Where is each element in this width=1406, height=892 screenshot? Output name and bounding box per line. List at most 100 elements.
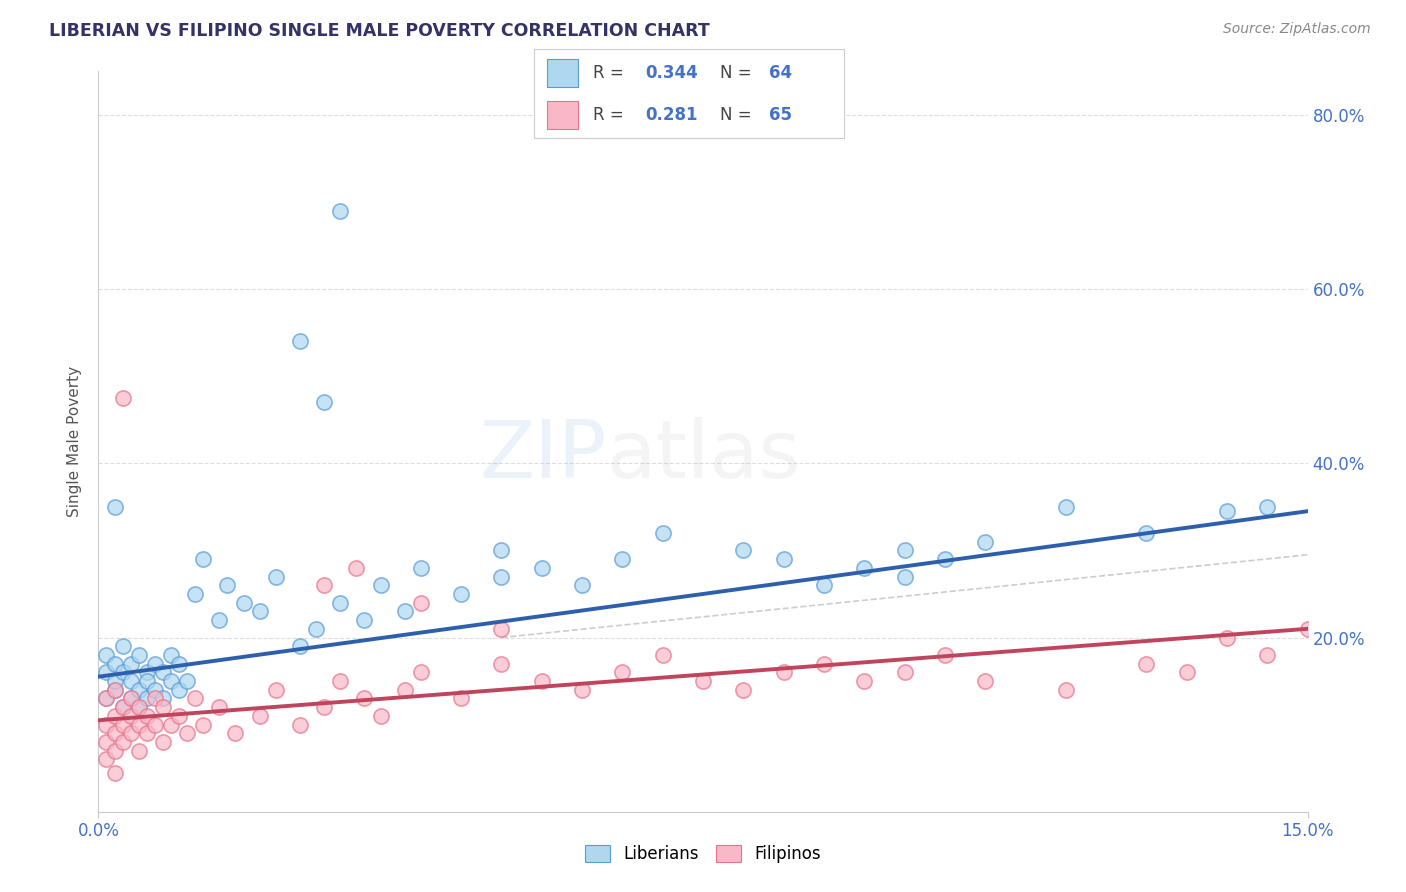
Point <box>612 552 634 566</box>
Text: 65: 65 <box>769 106 793 124</box>
Point <box>143 682 166 697</box>
Text: atlas: atlas <box>606 417 800 495</box>
Point <box>692 674 714 689</box>
Point <box>103 500 125 514</box>
Point <box>143 657 166 671</box>
Point <box>135 709 157 723</box>
Point <box>370 578 392 592</box>
Point <box>184 587 207 601</box>
Point <box>893 569 915 583</box>
Point <box>1135 657 1157 671</box>
Point <box>232 596 254 610</box>
Point <box>733 682 755 697</box>
Point <box>208 613 231 627</box>
Point <box>1054 500 1077 514</box>
Point <box>176 726 198 740</box>
Point <box>103 726 125 740</box>
Point <box>111 717 134 731</box>
Point <box>409 665 432 680</box>
Point <box>103 682 125 697</box>
Text: R =: R = <box>593 64 628 82</box>
Point <box>288 334 311 349</box>
Point <box>772 552 794 566</box>
Point <box>176 674 198 689</box>
Point <box>96 717 118 731</box>
Point <box>264 682 287 697</box>
Point <box>491 622 513 636</box>
Point <box>135 726 157 740</box>
Point <box>329 596 352 610</box>
Point <box>120 726 142 740</box>
Point <box>353 613 375 627</box>
Point <box>974 534 997 549</box>
Point <box>249 604 271 618</box>
Point <box>96 691 118 706</box>
Point <box>103 682 125 697</box>
Point <box>128 700 150 714</box>
Point <box>394 682 416 697</box>
Point <box>772 665 794 680</box>
FancyBboxPatch shape <box>547 101 578 129</box>
Point <box>491 657 513 671</box>
Point <box>96 735 118 749</box>
Point <box>167 682 190 697</box>
Point <box>143 717 166 731</box>
Point <box>120 691 142 706</box>
Point <box>530 561 553 575</box>
Point <box>651 648 673 662</box>
Point <box>1296 622 1319 636</box>
Point <box>853 674 876 689</box>
Point <box>143 691 166 706</box>
Point <box>1054 682 1077 697</box>
Point <box>96 648 118 662</box>
Point <box>224 726 246 740</box>
Point <box>217 578 239 592</box>
Point <box>120 709 142 723</box>
Point <box>103 709 125 723</box>
Point <box>111 700 134 714</box>
Point <box>1216 504 1239 518</box>
Point <box>152 665 174 680</box>
Point <box>305 622 328 636</box>
Point <box>103 674 125 689</box>
Point <box>974 674 997 689</box>
Point <box>111 665 134 680</box>
Text: R =: R = <box>593 106 628 124</box>
Point <box>1256 648 1278 662</box>
Point <box>813 578 835 592</box>
Point <box>344 561 367 575</box>
Point <box>893 543 915 558</box>
Legend: Liberians, Filipinos: Liberians, Filipinos <box>579 838 827 870</box>
Point <box>103 657 125 671</box>
Point <box>314 578 336 592</box>
Point <box>450 587 472 601</box>
Text: 0.344: 0.344 <box>645 64 699 82</box>
Point <box>409 561 432 575</box>
Point <box>208 700 231 714</box>
Point <box>160 717 183 731</box>
Point <box>1256 500 1278 514</box>
Point <box>893 665 915 680</box>
Text: N =: N = <box>720 64 756 82</box>
Point <box>530 674 553 689</box>
Point <box>167 709 190 723</box>
Text: Source: ZipAtlas.com: Source: ZipAtlas.com <box>1223 22 1371 37</box>
Point <box>571 682 593 697</box>
Point <box>128 648 150 662</box>
Point <box>813 657 835 671</box>
Point <box>314 395 336 409</box>
Point <box>264 569 287 583</box>
Point <box>152 735 174 749</box>
Point <box>111 735 134 749</box>
Point <box>329 674 352 689</box>
Point <box>353 691 375 706</box>
Text: ZIP: ZIP <box>479 417 606 495</box>
Text: LIBERIAN VS FILIPINO SINGLE MALE POVERTY CORRELATION CHART: LIBERIAN VS FILIPINO SINGLE MALE POVERTY… <box>49 22 710 40</box>
Point <box>103 744 125 758</box>
Point <box>135 665 157 680</box>
Point <box>193 717 215 731</box>
Y-axis label: Single Male Poverty: Single Male Poverty <box>67 366 83 517</box>
Point <box>111 639 134 653</box>
Point <box>152 700 174 714</box>
Point <box>394 604 416 618</box>
